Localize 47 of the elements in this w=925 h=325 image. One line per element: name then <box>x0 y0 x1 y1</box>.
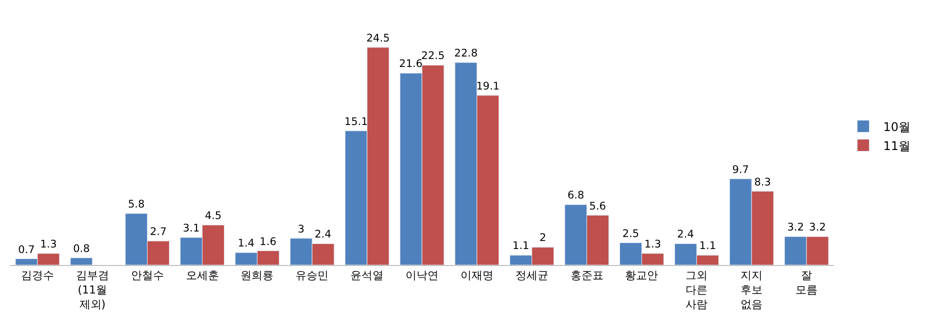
x-tick-label: 그외 다른 사람 <box>686 269 708 311</box>
x-tick-label: 김경수 <box>20 269 54 282</box>
data-label: 2 <box>540 232 546 244</box>
legend-label: 11월 <box>883 138 911 153</box>
data-label: 1.4 <box>238 238 255 250</box>
x-tick-label: 원희룡 <box>240 269 274 282</box>
data-label: 4.5 <box>204 210 222 222</box>
x-tick-label: 황교안 <box>625 269 658 282</box>
data-label: 0.8 <box>73 242 90 255</box>
legend-label: 10월 <box>883 120 911 134</box>
x-tick-label: 김부겸 (11월 제외) <box>76 269 109 311</box>
data-label: 1.3 <box>644 238 662 250</box>
data-label: 2.4 <box>314 228 332 241</box>
x-tick-label: 지지 후보 없음 <box>740 269 763 311</box>
data-label: 5.8 <box>128 198 145 210</box>
data-label: 19.1 <box>476 80 500 92</box>
data-label: 15.1 <box>344 116 368 128</box>
x-tick-label: 홍준표 <box>570 269 604 282</box>
bar <box>70 258 93 265</box>
x-tick-label: 이재명 <box>460 269 494 282</box>
data-label: 0.7 <box>18 244 35 256</box>
data-label: 3.1 <box>182 222 200 234</box>
data-label: 24.5 <box>366 32 390 44</box>
data-label: 2.4 <box>677 228 694 241</box>
x-tick-label: 오세훈 <box>186 269 219 282</box>
x-tick-label: 이낙연 <box>406 269 438 282</box>
x-tick-label: 잘 모름 <box>796 269 818 296</box>
data-label: 8.3 <box>754 176 771 188</box>
data-label: 1.1 <box>699 240 716 252</box>
data-label: 9.7 <box>732 164 749 176</box>
data-label: 21.6 <box>399 58 423 70</box>
data-label: 3.2 <box>809 222 826 234</box>
data-label: 3.2 <box>787 222 804 234</box>
data-label: 6.8 <box>567 190 584 202</box>
x-tick-label: 윤석열 <box>350 269 384 282</box>
x-tick-label: 정세균 <box>515 269 548 282</box>
data-label: 1.3 <box>40 238 57 250</box>
data-label: 1.1 <box>512 240 530 252</box>
data-label: 22.5 <box>421 50 445 62</box>
data-label: 2.5 <box>622 228 640 240</box>
x-tick-label: 안철수 <box>130 269 164 282</box>
data-label: 2.7 <box>150 226 167 238</box>
data-label: 3 <box>298 223 304 236</box>
data-label: 1.6 <box>260 236 277 248</box>
data-label: 22.8 <box>454 48 478 60</box>
data-label: 5.6 <box>589 200 606 212</box>
x-tick-label: 유승민 <box>296 269 329 282</box>
